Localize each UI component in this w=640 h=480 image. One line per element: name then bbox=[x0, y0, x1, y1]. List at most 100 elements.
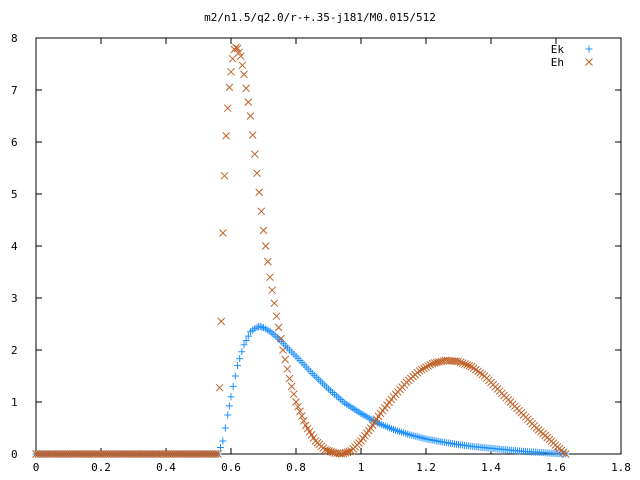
data-point-ek bbox=[238, 348, 246, 356]
data-point-eh bbox=[274, 323, 283, 332]
data-point-eh bbox=[458, 359, 467, 368]
data-point-eh bbox=[238, 61, 247, 70]
x-tick-label: 1.2 bbox=[416, 461, 436, 474]
data-point-eh bbox=[248, 131, 257, 139]
data-point-eh bbox=[219, 229, 227, 237]
legend: Ek Eh bbox=[551, 43, 593, 69]
data-point-eh bbox=[345, 447, 354, 456]
data-point-eh bbox=[465, 361, 474, 370]
data-point-eh bbox=[266, 273, 274, 282]
data-point-eh bbox=[296, 407, 304, 416]
legend-marker-ek bbox=[585, 45, 593, 53]
data-point-eh bbox=[297, 412, 306, 420]
data-point-eh bbox=[283, 365, 292, 373]
data-point-ek bbox=[242, 336, 250, 344]
y-tick-label: 2 bbox=[11, 344, 18, 357]
data-point-eh bbox=[263, 257, 272, 266]
data-point-eh bbox=[235, 48, 243, 57]
y-tick-label: 3 bbox=[11, 292, 18, 305]
x-tick-label: 1.4 bbox=[481, 461, 501, 474]
data-point-ek bbox=[221, 424, 229, 432]
series-ek bbox=[32, 323, 570, 458]
data-point-eh bbox=[287, 382, 296, 391]
data-point-ek bbox=[240, 341, 248, 349]
data-point-eh bbox=[272, 312, 281, 321]
data-point-eh bbox=[419, 364, 428, 373]
data-point-ek bbox=[244, 332, 252, 340]
y-tick-label: 1 bbox=[11, 396, 18, 409]
data-point-ek bbox=[216, 444, 224, 451]
y-tick-label: 0 bbox=[11, 448, 18, 461]
legend-marker-eh bbox=[585, 58, 593, 66]
x-tick-label: 1.8 bbox=[611, 461, 631, 474]
data-point-eh bbox=[257, 207, 266, 216]
data-point-ek bbox=[227, 393, 235, 401]
data-point-ek bbox=[256, 323, 264, 331]
data-point-eh bbox=[561, 450, 570, 458]
data-point-ek bbox=[224, 411, 232, 419]
axis-ticks: 0 0.2 0.4 0.6 0.8 1 1.2 1.4 1.6 1.8 0 1 2 3 4 5 6 7 8 bbox=[11, 32, 631, 474]
data-point-eh bbox=[294, 402, 302, 411]
data-point-eh bbox=[424, 362, 433, 370]
data-point-eh bbox=[227, 67, 235, 76]
data-point-eh bbox=[222, 131, 230, 140]
data-point-eh bbox=[422, 363, 430, 372]
y-tick-label: 7 bbox=[11, 84, 18, 97]
y-tick-label: 4 bbox=[11, 240, 18, 253]
data-point-eh bbox=[236, 52, 245, 61]
data-point-eh bbox=[456, 358, 465, 367]
data-point-eh bbox=[220, 171, 229, 180]
chart-title: m2/n1.5/q2.0/r-+.35-j181/M0.015/512 bbox=[204, 11, 436, 24]
data-point-eh bbox=[240, 70, 248, 79]
data-point-ek bbox=[236, 355, 244, 363]
data-point-eh bbox=[217, 317, 226, 326]
data-point-eh bbox=[259, 226, 268, 235]
data-point-ek bbox=[229, 382, 237, 390]
legend-symbol-ek bbox=[585, 45, 593, 53]
data-point-eh bbox=[461, 360, 469, 368]
x-tick-label: 1 bbox=[358, 461, 365, 474]
series-eh bbox=[32, 43, 570, 458]
data-point-eh bbox=[289, 390, 298, 399]
y-tick-label: 5 bbox=[11, 188, 18, 201]
data-point-eh bbox=[211, 450, 220, 458]
series-layer bbox=[32, 43, 570, 458]
x-tick-label: 1.6 bbox=[546, 461, 566, 474]
x-tick-label: 0.6 bbox=[221, 461, 241, 474]
data-point-eh bbox=[415, 366, 424, 375]
x-tick-label: 0.8 bbox=[286, 461, 306, 474]
legend-label-eh: Eh bbox=[551, 56, 564, 69]
data-point-eh bbox=[228, 54, 237, 63]
data-point-eh bbox=[233, 44, 242, 53]
data-point-eh bbox=[463, 361, 472, 369]
data-point-eh bbox=[299, 416, 308, 425]
data-point-ek bbox=[219, 437, 227, 445]
data-point-eh bbox=[242, 84, 251, 93]
y-tick-label: 6 bbox=[11, 136, 18, 149]
data-point-ek bbox=[225, 402, 233, 410]
data-point-eh bbox=[426, 360, 435, 369]
data-point-eh bbox=[253, 169, 261, 178]
data-point-eh bbox=[246, 112, 255, 120]
data-point-eh bbox=[276, 334, 285, 343]
x-tick-label: 0.2 bbox=[91, 461, 111, 474]
x-tick-label: 0 bbox=[33, 461, 40, 474]
legend-label-ek: Ek bbox=[551, 43, 565, 56]
data-point-eh bbox=[261, 242, 270, 250]
legend-symbol-eh bbox=[585, 58, 593, 66]
data-point-ek bbox=[234, 362, 241, 370]
data-point-eh bbox=[270, 299, 279, 308]
data-point-eh bbox=[214, 450, 222, 458]
data-point-eh bbox=[417, 365, 426, 374]
data-point-eh bbox=[285, 374, 294, 383]
data-point-eh bbox=[255, 188, 264, 197]
data-point-ek bbox=[231, 372, 239, 380]
y-tick-label: 8 bbox=[11, 32, 18, 45]
x-tick-label: 0.4 bbox=[156, 461, 176, 474]
data-point-eh bbox=[215, 383, 224, 392]
data-point-eh bbox=[268, 286, 277, 295]
data-point-eh bbox=[454, 357, 463, 366]
data-point-ek bbox=[258, 323, 266, 331]
data-point-eh bbox=[292, 398, 300, 406]
